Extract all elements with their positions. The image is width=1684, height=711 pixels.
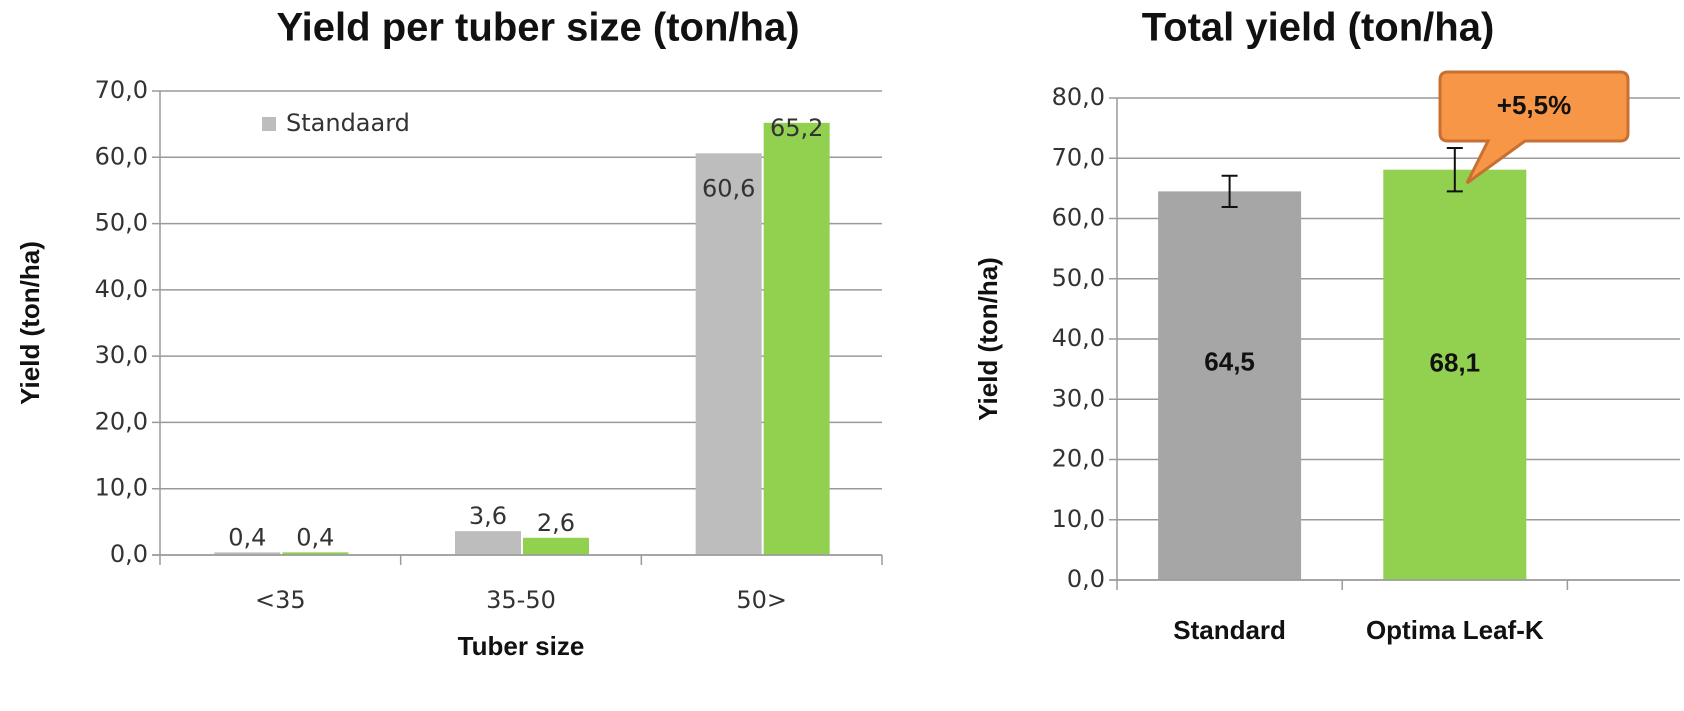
bar	[214, 552, 281, 555]
y-tick-label: 0,0	[110, 540, 148, 568]
y-tick-label: 50,0	[95, 209, 148, 237]
data-label: 2,6	[537, 509, 575, 537]
annotation: +5,5%	[1497, 90, 1571, 120]
y-tick-label: 70,0	[1052, 143, 1105, 171]
data-label: 0,4	[296, 523, 334, 551]
y-tick-label: 20,0	[1052, 445, 1105, 473]
y-tick-label: 30,0	[1052, 384, 1105, 412]
bar	[1158, 191, 1302, 580]
y-tick-label: 70,0	[95, 76, 148, 104]
bar	[282, 552, 349, 555]
y-tick-label: 80,0	[1052, 83, 1105, 111]
callout	[1438, 70, 1630, 185]
data-label: 68,1	[1429, 348, 1480, 378]
x-tick-label: Standard	[1173, 615, 1286, 645]
legend-swatch	[262, 117, 276, 131]
bar	[523, 537, 589, 555]
y-axis-label: Yield (ton/ha)	[973, 257, 1003, 421]
x-tick-label: 35-50	[486, 586, 556, 614]
y-tick-label: 30,0	[95, 341, 148, 369]
y-axis-label: Yield (ton/ha)	[15, 241, 45, 405]
chart-title: Yield per tuber size (ton/ha)	[276, 6, 799, 50]
data-label: 64,5	[1204, 347, 1255, 377]
y-tick-label: 10,0	[95, 474, 148, 502]
bar	[1383, 169, 1527, 580]
y-tick-label: 60,0	[1052, 204, 1105, 232]
x-tick-label: Optima Leaf-K	[1366, 615, 1544, 645]
y-tick-label: 40,0	[1052, 324, 1105, 352]
y-tick-label: 50,0	[1052, 264, 1105, 292]
y-tick-label: 0,0	[1067, 565, 1105, 593]
bar	[695, 153, 762, 555]
y-tick-label: 10,0	[1052, 505, 1105, 533]
data-label: 3,6	[469, 502, 507, 530]
data-label: 65,2	[770, 114, 823, 142]
legend-label: Standaard	[286, 109, 410, 137]
x-axis-label: Tuber size	[458, 631, 585, 661]
x-tick-label: 50>	[736, 586, 787, 614]
x-tick-label: <35	[255, 586, 306, 614]
y-tick-label: 20,0	[95, 407, 148, 435]
data-label: 0,4	[228, 523, 266, 551]
y-tick-label: 60,0	[95, 142, 148, 170]
data-label: 60,6	[702, 174, 755, 202]
chart-title: Total yield (ton/ha)	[1142, 6, 1495, 50]
y-tick-label: 40,0	[95, 275, 148, 303]
bar	[763, 122, 830, 556]
bar	[455, 531, 521, 555]
